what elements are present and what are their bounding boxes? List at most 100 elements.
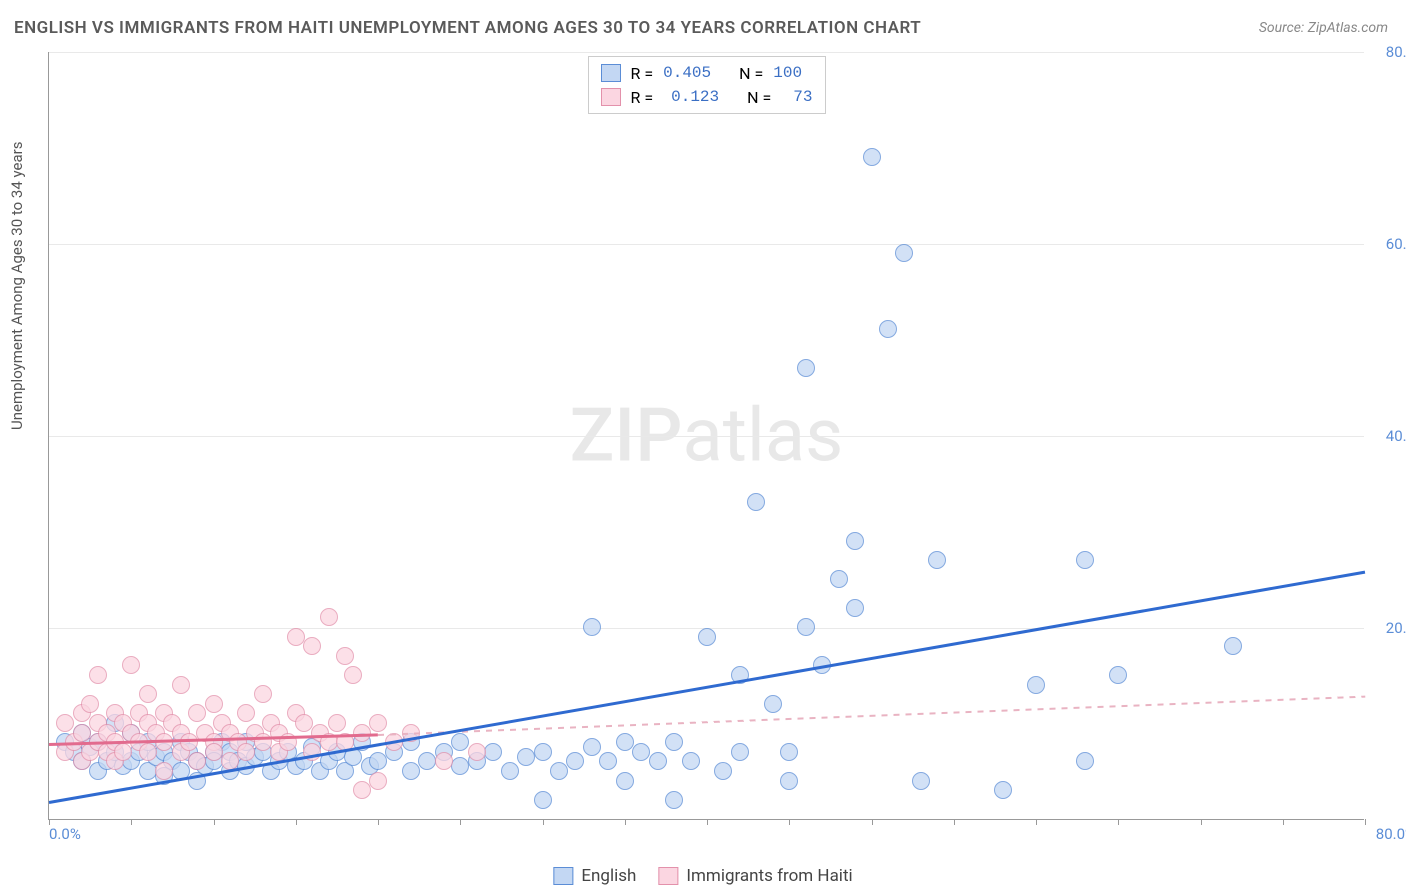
data-point [616,733,634,751]
data-point [550,762,568,780]
data-point [287,628,305,646]
data-point [320,608,338,626]
data-point [830,570,848,588]
x-tick [625,819,626,825]
data-point [846,599,864,617]
data-point [205,743,223,761]
data-point [122,656,140,674]
x-tick [1365,819,1366,825]
legend-item-english: English [553,866,636,886]
data-point [879,320,897,338]
x-tick [954,819,955,825]
x-tick [378,819,379,825]
data-point [205,695,223,713]
data-point [649,752,667,770]
swatch-pink-icon [658,867,678,885]
data-point [534,791,552,809]
data-point [731,743,749,761]
data-point [435,752,453,770]
x-tick [872,819,873,825]
data-point [863,148,881,166]
data-point [534,743,552,761]
data-point [81,695,99,713]
swatch-blue-icon [601,64,621,82]
data-point [114,743,132,761]
data-point [254,685,272,703]
x-tick [296,819,297,825]
data-point [698,628,716,646]
data-point [1224,637,1242,655]
x-tick-label: 0.0% [49,825,81,843]
data-point [583,738,601,756]
data-point [402,762,420,780]
x-tick [1201,819,1202,825]
data-point [616,772,634,790]
series-legend: English Immigrants from Haiti [553,866,852,886]
data-point [353,724,371,742]
legend-row-english: R = 0.405 N = 100 [601,61,813,85]
chart-container: ENGLISH VS IMMIGRANTS FROM HAITI UNEMPLO… [0,0,1406,892]
y-tick-label: 20.0% [1386,619,1406,637]
data-point [912,772,930,790]
x-tick [707,819,708,825]
data-point [237,743,255,761]
data-point [599,752,617,770]
x-tick [1118,819,1119,825]
data-point [188,752,206,770]
data-point [797,359,815,377]
x-tick [460,819,461,825]
data-point [928,551,946,569]
data-point [780,743,798,761]
y-tick-label: 40.0% [1386,427,1406,445]
data-point [328,714,346,732]
data-point [665,791,683,809]
data-point [155,762,173,780]
x-tick [1036,819,1037,825]
data-point [336,647,354,665]
data-point [451,757,469,775]
data-point [139,743,157,761]
y-tick-label: 60.0% [1386,235,1406,253]
gridline [49,244,1364,245]
data-point [566,752,584,770]
data-point [353,781,371,799]
data-point [632,743,650,761]
data-point [344,666,362,684]
data-point [1027,676,1045,694]
gridline [49,436,1364,437]
r-value-english: 0.405 [663,64,711,82]
data-point [797,618,815,636]
trend-line [378,695,1365,735]
data-point [468,743,486,761]
data-point [665,733,683,751]
data-point [501,762,519,780]
data-point [517,748,535,766]
data-point [994,781,1012,799]
data-point [895,244,913,262]
data-point [682,752,700,770]
data-point [747,493,765,511]
data-point [237,704,255,722]
data-point [484,743,502,761]
x-tick [789,819,790,825]
data-point [172,676,190,694]
x-tick [1283,819,1284,825]
data-point [780,772,798,790]
data-point [1109,666,1127,684]
correlation-legend: R = 0.405 N = 100 R = 0.123 N = 73 [588,56,826,114]
data-point [369,714,387,732]
data-point [295,714,313,732]
data-point [180,733,198,751]
x-tick [543,819,544,825]
data-point [1076,752,1094,770]
data-point [303,637,321,655]
gridline [49,52,1364,53]
plot-area: ZIPatlas R = 0.405 N = 100 R = 0.123 N =… [48,52,1364,820]
data-point [56,714,74,732]
trend-line [49,570,1366,803]
data-point [1076,551,1094,569]
chart-title: ENGLISH VS IMMIGRANTS FROM HAITI UNEMPLO… [14,18,921,38]
legend-row-haiti: R = 0.123 N = 73 [601,85,813,109]
data-point [369,772,387,790]
y-axis-label: Unemployment Among Ages 30 to 34 years [8,142,26,430]
